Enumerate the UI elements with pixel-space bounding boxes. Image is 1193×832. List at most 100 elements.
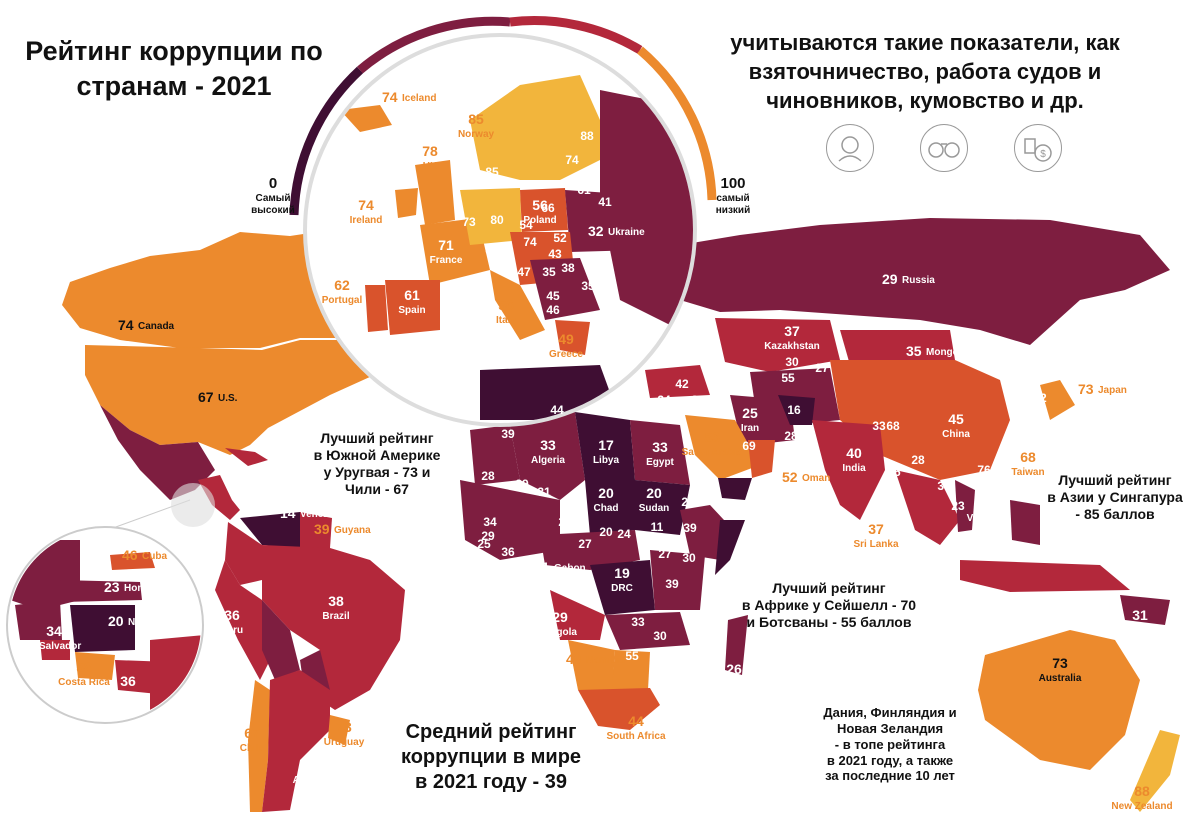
country-label: Poland: [523, 215, 556, 226]
turkey-region[interactable]: [645, 365, 710, 398]
vietnam-region[interactable]: [955, 480, 975, 532]
scale-low-text-1: Самый: [255, 193, 291, 204]
argentina-region[interactable]: [262, 670, 330, 812]
botswana-region[interactable]: [612, 650, 650, 690]
bolivia-region[interactable]: [262, 600, 300, 680]
score-label: 16: [762, 487, 778, 503]
libya-region[interactable]: [575, 412, 635, 480]
chile-region[interactable]: [248, 680, 270, 812]
central-africa-region[interactable]: [540, 530, 640, 570]
score-label: 35: [906, 343, 922, 359]
guatemala-region[interactable]: [15, 600, 62, 640]
score-label: 85: [485, 165, 499, 179]
score-label: 61: [404, 287, 420, 303]
somalia-region[interactable]: [715, 520, 745, 575]
country-label: Argentina: [293, 775, 340, 786]
note-line: - 85 баллов: [1075, 506, 1155, 523]
score-label: 45: [948, 411, 964, 427]
score-label: 48: [953, 534, 967, 548]
oman-region[interactable]: [748, 440, 775, 478]
russia-region[interactable]: [680, 218, 1170, 345]
score-label: 37: [868, 521, 884, 537]
guyana-region[interactable]: [300, 512, 332, 548]
iran-region[interactable]: [730, 395, 795, 446]
score-label: 52: [782, 469, 798, 485]
scandinavia-region[interactable]: [470, 75, 600, 180]
score-label: 35: [937, 479, 951, 493]
note-line: в Африке у Сейшелл - 70: [741, 597, 917, 614]
caribbean-region[interactable]: [225, 448, 268, 466]
se-asia-region[interactable]: [895, 470, 960, 545]
balkans-region[interactable]: [530, 258, 600, 320]
peru-region[interactable]: [215, 560, 275, 680]
score-label: 23: [681, 649, 695, 663]
country-label: Panama: [109, 691, 148, 702]
australia-region[interactable]: [978, 630, 1140, 770]
score-label: 62: [1033, 391, 1047, 405]
country-label: Algeria: [531, 455, 565, 466]
venezuela-region[interactable]: [240, 512, 318, 548]
madagascar-region[interactable]: [725, 615, 748, 675]
ukraine-region[interactable]: [565, 190, 640, 252]
india-region[interactable]: [812, 420, 885, 520]
spain-region[interactable]: [385, 280, 440, 335]
score-label: 29: [882, 271, 898, 287]
score-label: 34: [483, 515, 497, 529]
honduras-region[interactable]: [60, 580, 142, 602]
brazil-region[interactable]: [262, 545, 405, 710]
south-africa-region[interactable]: [578, 688, 660, 730]
new-zealand-region[interactable]: [1130, 730, 1180, 812]
country-label: Madagascar: [705, 679, 763, 690]
poland-region[interactable]: [520, 188, 568, 232]
korea-japan-region[interactable]: [1040, 380, 1075, 420]
namibia-region[interactable]: [568, 640, 615, 700]
angola-region[interactable]: [550, 590, 605, 640]
uruguay-region[interactable]: [328, 715, 350, 745]
us-region[interactable]: [85, 340, 380, 455]
score-label: 36: [224, 607, 240, 623]
cuba-region[interactable]: [110, 552, 155, 570]
mongolia-region[interactable]: [840, 330, 955, 365]
score-label: 32: [588, 223, 604, 239]
scale-ring: [289, 16, 717, 216]
east-africa-region[interactable]: [650, 550, 705, 610]
score-label: 47: [517, 265, 531, 279]
southern-central-region[interactable]: [605, 612, 690, 650]
score-label: 59: [584, 171, 598, 185]
kazakhstan-region[interactable]: [715, 318, 840, 372]
colombia-region[interactable]: [225, 522, 262, 585]
score-label: 28: [784, 429, 798, 443]
uk-region[interactable]: [415, 160, 455, 225]
iceland-region[interactable]: [340, 105, 392, 132]
png-region[interactable]: [1120, 595, 1170, 625]
algeria-region[interactable]: [510, 412, 585, 500]
nicaragua-region[interactable]: [70, 605, 135, 652]
country-label: France: [430, 255, 463, 266]
drc-region[interactable]: [590, 560, 655, 615]
score-label: 74: [358, 197, 374, 213]
west-africa-region[interactable]: [460, 480, 560, 560]
el-salvador-region[interactable]: [40, 640, 70, 660]
score-label: 21: [565, 585, 579, 599]
sudan-region[interactable]: [635, 480, 690, 535]
yemen-region[interactable]: [718, 478, 752, 500]
country-label: DRC: [611, 583, 633, 594]
greece-region[interactable]: [555, 320, 590, 355]
chad-region[interactable]: [585, 480, 635, 535]
italy-region[interactable]: [490, 270, 545, 340]
ireland-region[interactable]: [395, 188, 418, 218]
costa-rica-region[interactable]: [75, 652, 115, 680]
saudi-region[interactable]: [685, 415, 760, 480]
mexico-region[interactable]: [100, 405, 215, 500]
benelux-germany-region[interactable]: [460, 188, 522, 245]
morocco-region[interactable]: [470, 425, 520, 485]
score-label: 67: [244, 725, 260, 741]
afghanistan-region[interactable]: [778, 395, 815, 425]
egypt-region[interactable]: [630, 420, 690, 485]
indonesia-region[interactable]: [960, 560, 1130, 592]
portugal-region[interactable]: [365, 285, 388, 332]
central-america-region[interactable]: [198, 475, 240, 520]
philippines-region[interactable]: [1010, 500, 1040, 545]
russia-zoom-region[interactable]: [600, 90, 700, 340]
note-line: Дания, Финляндия и: [823, 705, 957, 720]
